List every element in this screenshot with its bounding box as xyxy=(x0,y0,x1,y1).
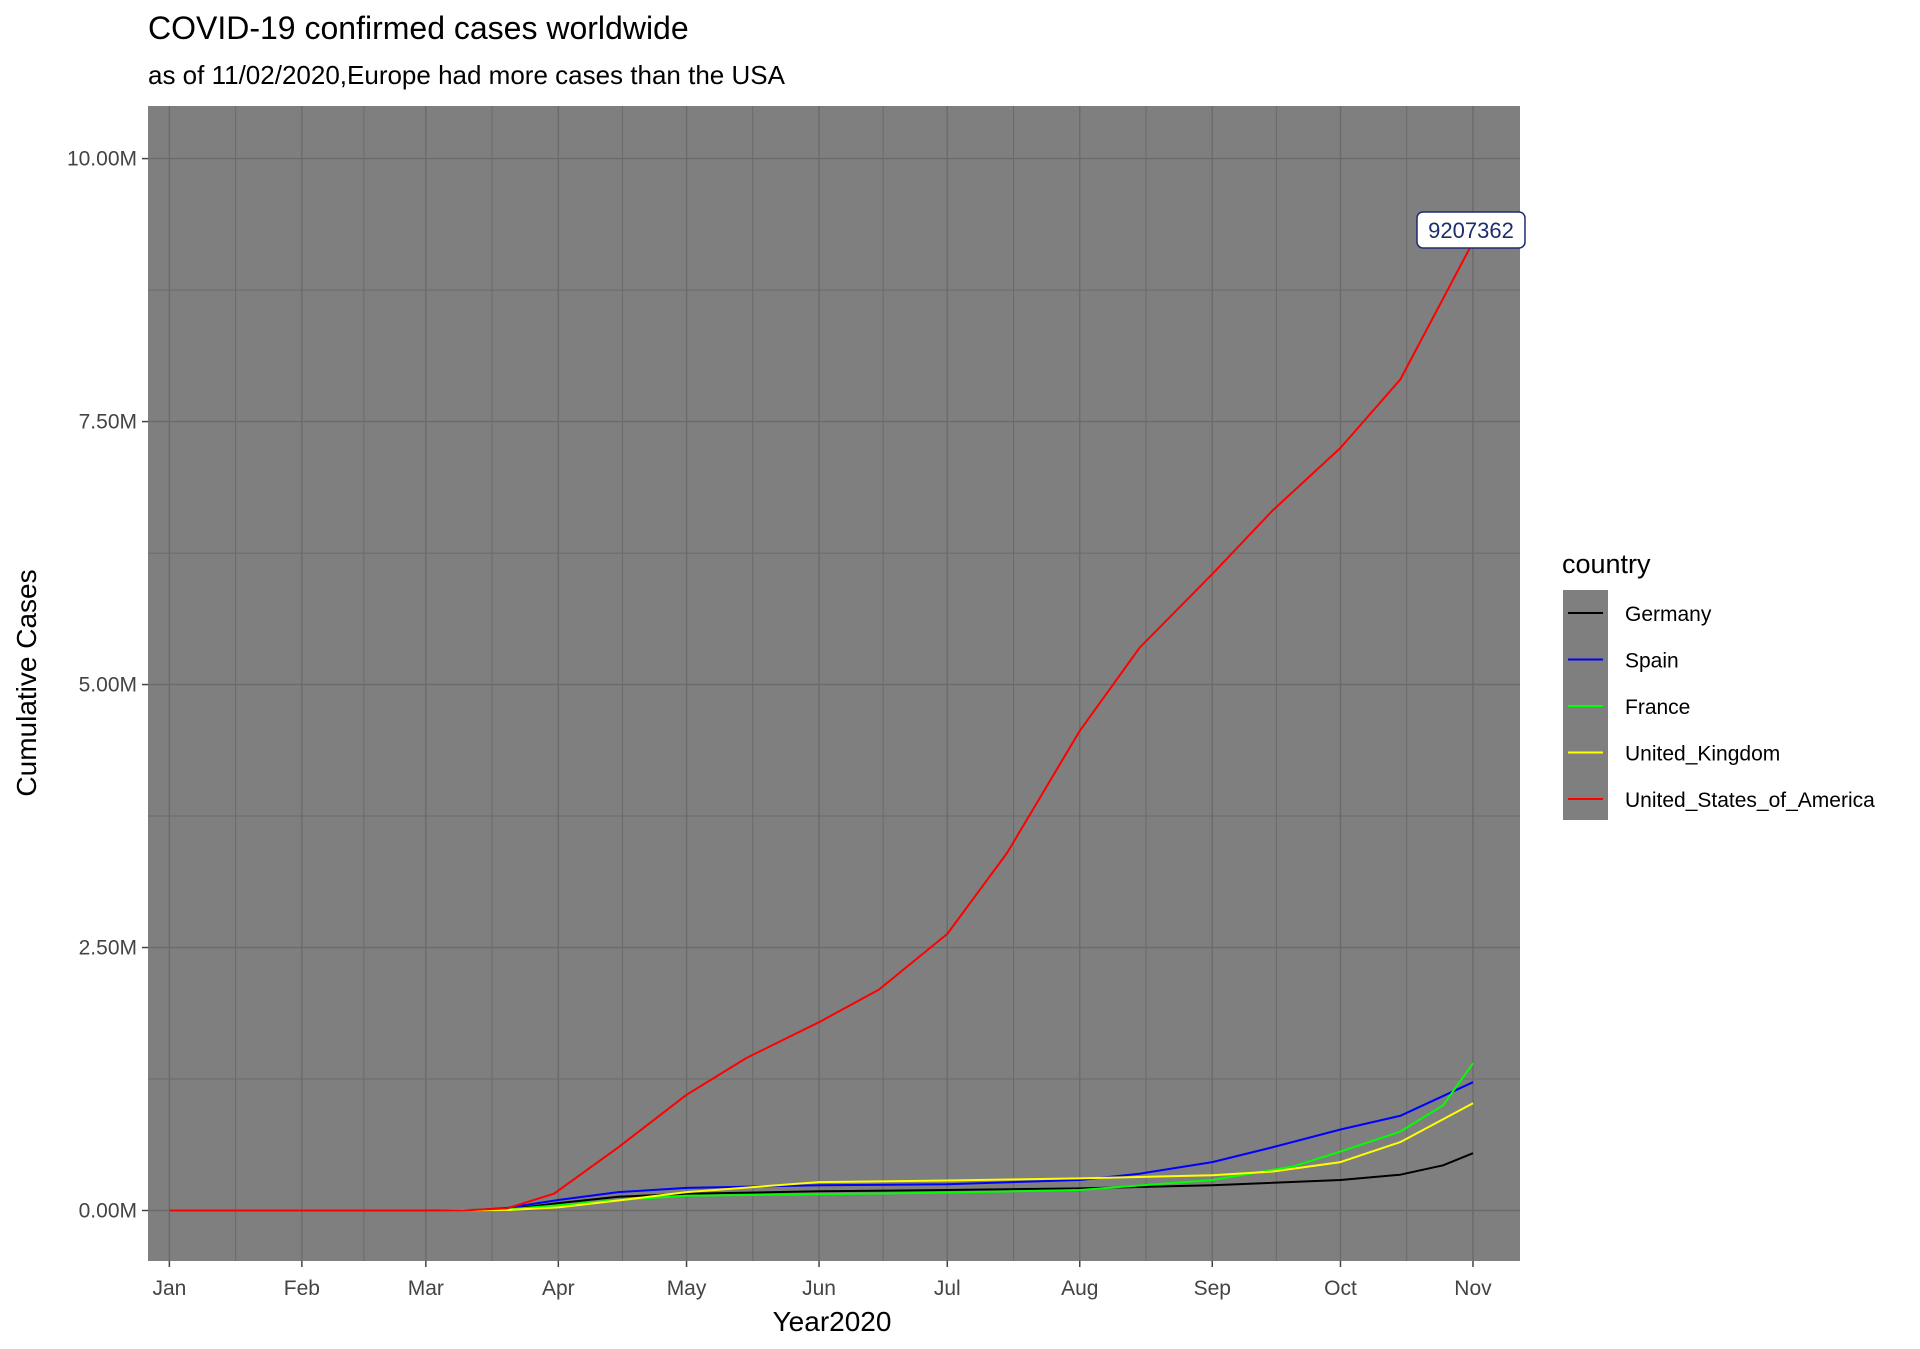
y-axis-title: Cumulative Cases xyxy=(11,569,42,796)
legend-label: France xyxy=(1625,696,1690,719)
legend-label: United_States_of_America xyxy=(1625,789,1875,812)
annotation-label: 9207362 xyxy=(1428,218,1514,243)
x-tick-label: Jun xyxy=(802,1277,836,1300)
grid-lines xyxy=(148,106,1520,1261)
chart-title: COVID-19 confirmed cases worldwide xyxy=(148,10,689,46)
y-tick-label: 0.00M xyxy=(79,1200,137,1223)
x-tick-label: May xyxy=(667,1277,707,1300)
annotation-box xyxy=(1416,211,1526,249)
x-tick-label: Oct xyxy=(1324,1277,1357,1300)
x-tick-label: Aug xyxy=(1061,1277,1098,1300)
series-line-united-kingdom xyxy=(169,1102,1474,1212)
y-tick-label: 5.00M xyxy=(79,674,137,697)
x-tick-label: Mar xyxy=(408,1277,444,1300)
x-tick-label: Jan xyxy=(152,1277,186,1300)
legend-label: United_Kingdom xyxy=(1625,743,1780,766)
x-tick-label: Jul xyxy=(934,1277,961,1300)
x-tick-label: Sep xyxy=(1194,1277,1231,1300)
annotation: 9207362 xyxy=(1416,211,1526,249)
x-tick-label: Nov xyxy=(1454,1277,1492,1300)
series-lines xyxy=(169,241,1474,1212)
chart-subtitle: as of 11/02/2020,Europe had more cases t… xyxy=(148,60,786,90)
x-tick-label: Feb xyxy=(284,1277,320,1300)
legend-label: Germany xyxy=(1625,603,1712,626)
y-axis-ticks: 0.00M 2.50M 5.00M 7.50M 10.00M xyxy=(67,148,148,1223)
y-tick-label: 7.50M xyxy=(79,411,137,434)
y-tick-label: 10.00M xyxy=(67,148,137,171)
x-tick-label: Apr xyxy=(542,1277,575,1300)
y-tick-label: 2.50M xyxy=(79,937,137,960)
x-axis-title: Year2020 xyxy=(773,1306,892,1337)
legend-title: country xyxy=(1562,549,1651,579)
plot-panel xyxy=(148,106,1520,1261)
legend-label: Spain xyxy=(1625,650,1679,673)
legend: Germany Spain France United_Kingdom United_S… xyxy=(1568,603,1875,812)
series-line-france xyxy=(169,1062,1474,1212)
x-axis-ticks: Jan Feb Mar Apr May Jun Jul Aug Sep Oct Nov xyxy=(152,1261,1492,1300)
series-line-united-states-of-america xyxy=(169,241,1474,1212)
